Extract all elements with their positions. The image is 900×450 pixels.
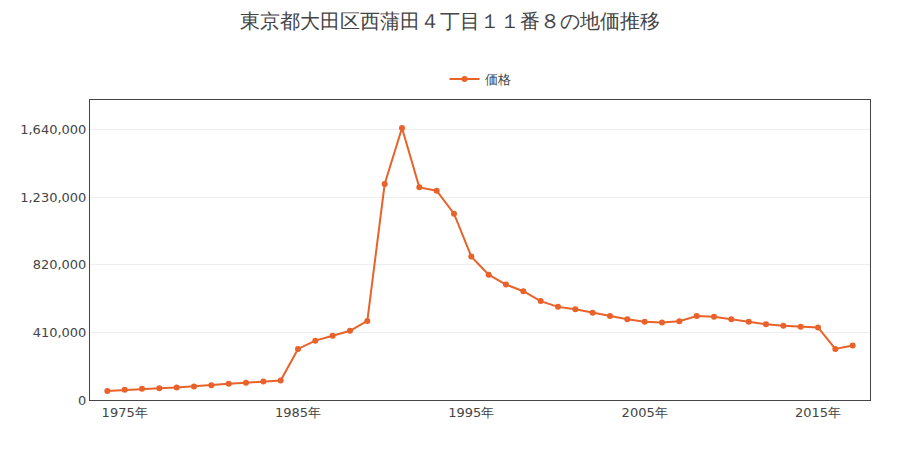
- svg-text:1975年: 1975年: [102, 405, 148, 420]
- svg-text:1,640,000: 1,640,000: [20, 122, 86, 137]
- svg-text:1,230,000: 1,230,000: [20, 190, 86, 205]
- svg-text:820,000: 820,000: [33, 257, 87, 272]
- svg-text:1985年: 1985年: [275, 405, 321, 420]
- svg-text:2015年: 2015年: [795, 405, 841, 420]
- svg-text:価格: 価格: [485, 72, 511, 87]
- svg-text:東京都大田区西蒲田４丁目１１番８の地価推移: 東京都大田区西蒲田４丁目１１番８の地価推移: [240, 9, 660, 33]
- svg-text:0: 0: [78, 393, 86, 408]
- svg-text:410,000: 410,000: [33, 325, 87, 340]
- svg-text:2005年: 2005年: [622, 405, 668, 420]
- svg-text:1995年: 1995年: [448, 405, 494, 420]
